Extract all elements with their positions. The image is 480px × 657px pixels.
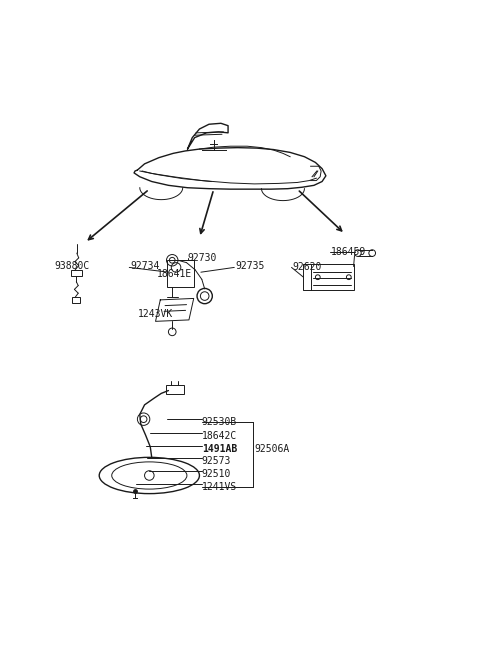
Text: 92620: 92620 — [292, 262, 322, 273]
Text: 92506A: 92506A — [254, 443, 289, 454]
Text: 93880C: 93880C — [54, 261, 89, 271]
Bar — [71, 270, 82, 276]
Text: 1243VK: 1243VK — [137, 309, 173, 319]
Text: 18641E: 18641E — [156, 269, 192, 279]
Bar — [72, 297, 80, 303]
Text: 18642C: 18642C — [202, 431, 237, 441]
Text: 92510: 92510 — [202, 468, 231, 478]
Text: 92730: 92730 — [188, 253, 217, 263]
Text: 92734: 92734 — [130, 261, 160, 271]
Text: 92530B: 92530B — [202, 417, 237, 426]
Text: 92735: 92735 — [235, 261, 264, 271]
Bar — [168, 260, 194, 286]
Bar — [311, 264, 354, 290]
Bar — [166, 385, 184, 394]
Text: 1491AB: 1491AB — [202, 443, 237, 454]
Text: 92573: 92573 — [202, 456, 231, 466]
Text: 186459: 186459 — [331, 247, 366, 257]
Text: 1241VS: 1241VS — [202, 482, 237, 492]
